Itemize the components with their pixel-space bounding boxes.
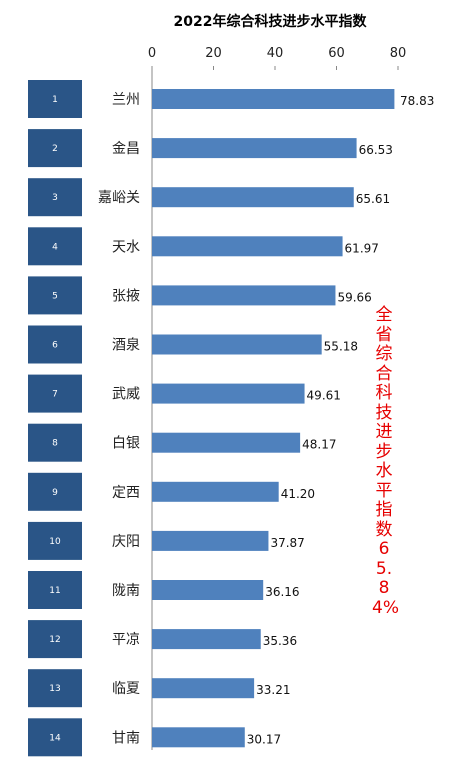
annotation-text: 全省综合科技进步水平指数65.84% <box>372 305 399 618</box>
bar-rows: 1 兰州 78.83 2 金昌 66.53 3 嘉峪关 65.61 4 天水 61.97 5 张掖 59.6… <box>28 80 434 757</box>
rank-number: 4 <box>52 242 58 252</box>
bar <box>152 481 279 502</box>
bar <box>152 89 395 109</box>
rank-number: 9 <box>52 488 58 498</box>
bar-row: 11 陇南 36.16 <box>28 571 300 609</box>
category-label: 嘉峪关 <box>98 190 140 206</box>
rank-box <box>28 472 82 511</box>
rank-number: 11 <box>49 586 60 596</box>
bar <box>152 580 264 600</box>
data-label: 66.53 <box>359 143 393 157</box>
data-label: 49.61 <box>307 389 341 403</box>
bar-row: 13 临夏 33.21 <box>28 669 290 708</box>
category-label: 天水 <box>112 239 140 255</box>
data-label: 36.16 <box>265 585 299 599</box>
bar-row: 12 平凉 35.36 <box>28 620 297 659</box>
data-label: 30.17 <box>247 732 281 746</box>
bar-row: 4 天水 61.97 <box>28 227 379 266</box>
bar-row: 10 庆阳 37.87 <box>28 521 305 560</box>
rank-box <box>28 571 82 609</box>
bar-row: 5 张掖 59.66 <box>28 276 372 315</box>
bar <box>152 678 255 699</box>
x-tick-label: 0 <box>148 46 156 61</box>
category-label: 张掖 <box>112 288 140 304</box>
x-tick-label: 20 <box>205 46 222 61</box>
rank-number: 2 <box>52 144 58 154</box>
x-tick-label: 40 <box>267 46 284 61</box>
rank-box <box>28 374 82 413</box>
rank-number: 5 <box>52 291 58 301</box>
bar-row: 14 甘南 30.17 <box>28 718 281 757</box>
rank-box <box>28 129 82 168</box>
category-label: 酒泉 <box>112 337 140 354</box>
category-label: 庆阳 <box>112 534 140 550</box>
bar <box>152 334 322 355</box>
rank-box <box>28 620 82 659</box>
rank-box <box>28 521 82 560</box>
rank-box <box>28 423 82 462</box>
bar-row: 7 武威 49.61 <box>28 374 341 413</box>
data-label: 33.21 <box>256 683 290 697</box>
rank-number: 10 <box>49 537 61 547</box>
rank-number: 7 <box>52 390 58 400</box>
rank-box <box>28 178 82 217</box>
data-label: 78.83 <box>400 94 434 108</box>
category-label: 临夏 <box>112 681 140 697</box>
rank-number: 3 <box>52 193 58 203</box>
rank-box <box>28 718 82 757</box>
data-label: 61.97 <box>345 241 379 255</box>
bar-row: 3 嘉峪关 65.61 <box>28 178 390 217</box>
category-label: 甘南 <box>112 730 140 746</box>
category-label: 陇南 <box>112 583 140 599</box>
data-label: 35.36 <box>263 634 297 648</box>
bar-row: 2 金昌 66.53 <box>28 129 393 168</box>
bar <box>152 285 336 306</box>
x-axis: 0 20 40 60 80 <box>148 46 406 70</box>
bar-row: 6 酒泉 55.18 <box>28 325 358 364</box>
rank-number: 8 <box>52 439 58 449</box>
bar-row: 1 兰州 78.83 <box>28 80 434 118</box>
rank-box <box>28 276 82 315</box>
rank-box <box>28 325 82 364</box>
x-tick-label: 80 <box>390 46 407 61</box>
rank-number: 14 <box>49 733 61 743</box>
category-label: 平凉 <box>112 632 140 648</box>
x-tick-label: 60 <box>328 46 345 61</box>
category-label: 武威 <box>112 387 140 403</box>
bar <box>152 432 301 453</box>
bar <box>152 383 305 404</box>
category-label: 定西 <box>112 485 140 501</box>
rank-number: 13 <box>49 684 60 694</box>
data-label: 41.20 <box>281 487 315 501</box>
data-label: 48.17 <box>302 438 336 452</box>
data-label: 37.87 <box>270 536 304 550</box>
bar <box>152 629 261 650</box>
rank-box <box>28 227 82 266</box>
category-label: 金昌 <box>112 141 140 157</box>
category-label: 兰州 <box>112 92 140 108</box>
rank-box <box>28 669 82 708</box>
rank-number: 1 <box>52 95 58 105</box>
bar <box>152 530 269 551</box>
data-label: 59.66 <box>337 290 371 304</box>
bar <box>152 138 357 159</box>
bar <box>152 236 343 257</box>
category-label: 白银 <box>112 436 140 452</box>
rank-number: 6 <box>52 341 58 351</box>
data-label: 65.61 <box>356 192 390 206</box>
rank-number: 12 <box>49 635 60 645</box>
data-label: 55.18 <box>324 340 358 354</box>
bar <box>152 727 245 748</box>
bar-row: 9 定西 41.20 <box>28 472 315 511</box>
rank-box <box>28 80 82 118</box>
bar <box>152 187 354 208</box>
bar-row: 8 白银 48.17 <box>28 423 336 462</box>
chart-title: 2022年综合科技进步水平指数 <box>174 13 368 30</box>
